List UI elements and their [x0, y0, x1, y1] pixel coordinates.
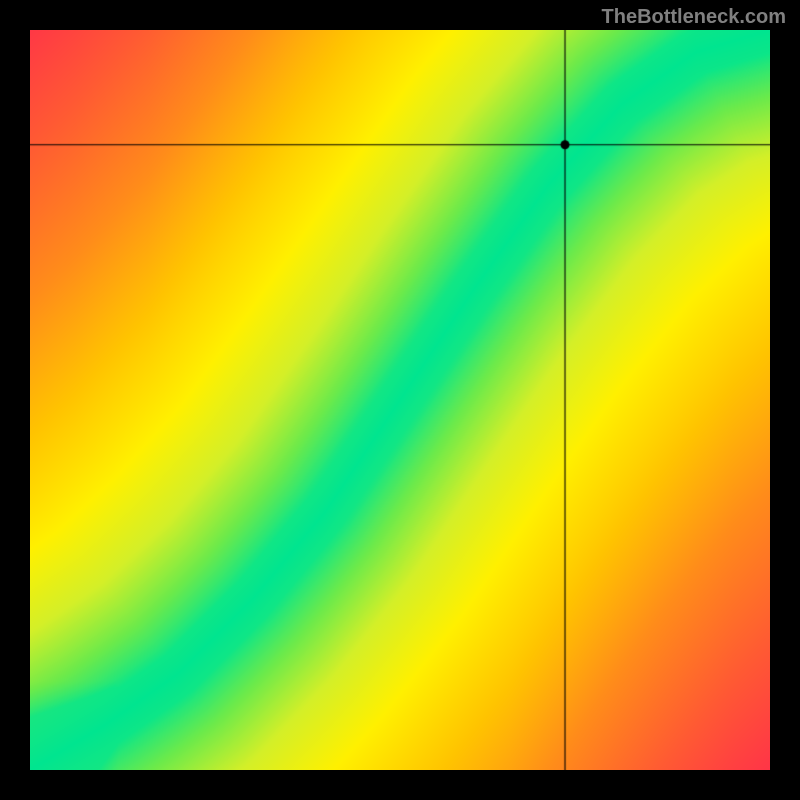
chart-container: TheBottleneck.com [0, 0, 800, 800]
bottleneck-heatmap [30, 30, 770, 770]
watermark-text: TheBottleneck.com [602, 6, 786, 29]
